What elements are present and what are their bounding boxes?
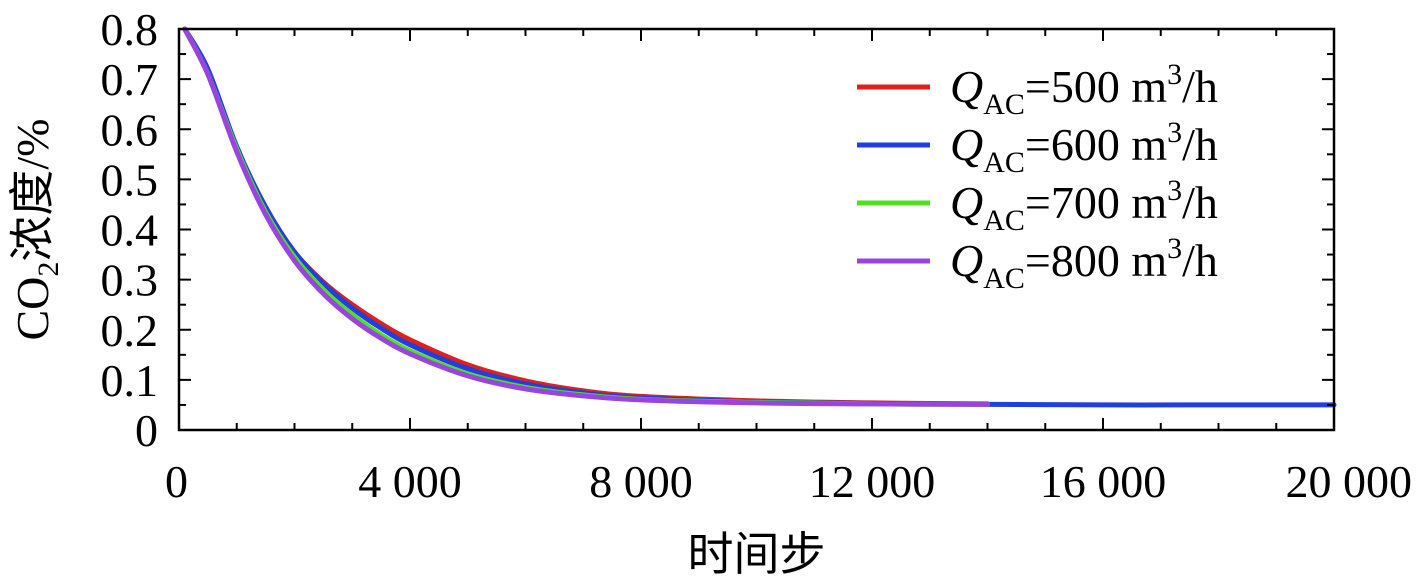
y-axis-title-prefix: CO xyxy=(7,277,58,341)
legend-label: QAC=500 m3/h xyxy=(950,58,1218,121)
y-tick-label: 0.3 xyxy=(101,255,159,306)
x-tick-label: 20 000 xyxy=(1286,456,1413,507)
y-tick-label: 0.4 xyxy=(101,205,159,256)
y-tick-label: 0.8 xyxy=(101,4,159,55)
y-tick-label: 0.1 xyxy=(101,355,159,406)
axis-ticks xyxy=(178,28,1335,431)
legend-item: QAC=800 m3/h xyxy=(857,232,1218,295)
y-axis-title-sub: 2 xyxy=(32,262,65,277)
y-axis-title: CO2浓度/% xyxy=(7,118,65,340)
x-tick-label: 0 xyxy=(165,456,188,507)
x-axis-title: 时间步 xyxy=(688,529,826,580)
y-tick-label: 0.6 xyxy=(101,104,159,155)
x-tick-label: 16 000 xyxy=(1040,456,1167,507)
series-lines xyxy=(182,26,1337,408)
legend-item: QAC=700 m3/h xyxy=(857,174,1218,237)
legend-label: QAC=800 m3/h xyxy=(950,232,1218,295)
x-tick-label: 8 000 xyxy=(589,456,693,507)
legend-label: QAC=600 m3/h xyxy=(950,116,1218,179)
legend-item: QAC=500 m3/h xyxy=(857,58,1218,121)
y-tick-label: 0.5 xyxy=(101,154,159,205)
series-line-4 xyxy=(182,26,990,407)
y-tick-label: 0 xyxy=(135,405,158,456)
x-tick-label: 12 000 xyxy=(809,456,936,507)
legend-item: QAC=600 m3/h xyxy=(857,116,1218,179)
y-tick-label: 0.2 xyxy=(101,305,159,356)
x-tick-label: 4 000 xyxy=(358,456,462,507)
y-tick-label: 0.7 xyxy=(101,54,159,105)
legend-label: QAC=700 m3/h xyxy=(950,174,1218,237)
y-axis-title-suffix: 浓度/% xyxy=(7,118,58,261)
